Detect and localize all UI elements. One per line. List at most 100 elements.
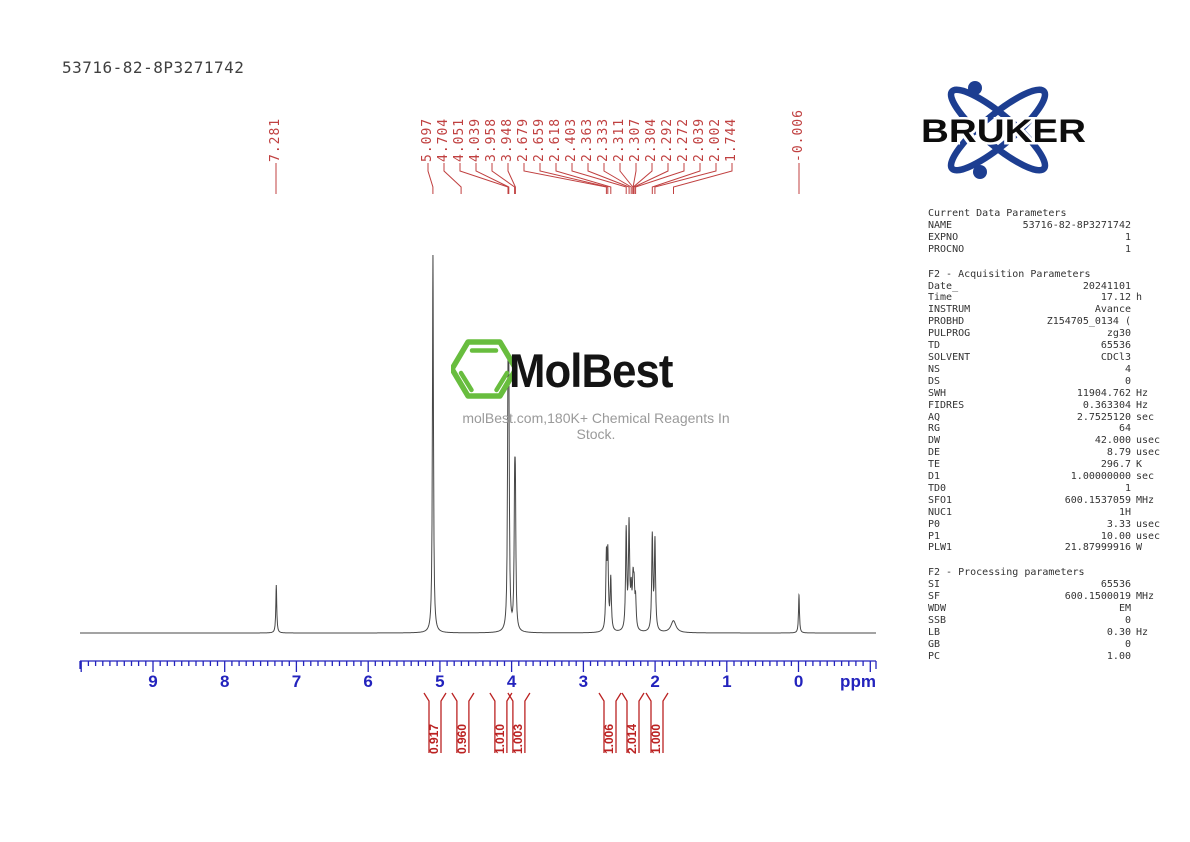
parameter-name: TE bbox=[928, 459, 941, 471]
parameter-value: 1.00 bbox=[1106, 650, 1131, 662]
peak-label: 2.311 bbox=[612, 117, 627, 162]
peak-label: 2.363 bbox=[580, 117, 595, 162]
parameter-name: PROBHD bbox=[928, 316, 965, 328]
parameter-value: 296.7 bbox=[1100, 459, 1131, 471]
peak-label: 4.704 bbox=[436, 117, 451, 162]
x-axis-tick-label: 5 bbox=[435, 672, 445, 691]
peak-label: 2.039 bbox=[692, 117, 707, 162]
parameter-block-header: Current Data Parameters bbox=[928, 208, 1067, 219]
spectrum-curve bbox=[80, 254, 876, 634]
integral-bracket bbox=[507, 692, 531, 753]
peak-label: 2.403 bbox=[564, 117, 579, 162]
parameter-name: Time bbox=[928, 292, 953, 304]
peak-label: 2.618 bbox=[548, 117, 563, 162]
parameter-value: Z154705_0134 ( bbox=[1046, 316, 1131, 328]
bruker-wordmark: BRUKER bbox=[921, 113, 1086, 149]
parameter-name: P0 bbox=[928, 518, 941, 530]
peak-leader-lines bbox=[275, 163, 800, 194]
parameter-value: 600.1537059 bbox=[1064, 494, 1131, 506]
parameter-name: SOLVENT bbox=[928, 351, 971, 363]
parameter-unit: usec bbox=[1136, 530, 1161, 542]
peak-leader-line bbox=[443, 163, 462, 194]
peak-leader-line bbox=[673, 163, 733, 194]
integral-bracket bbox=[451, 692, 475, 753]
parameter-row: RG 64 bbox=[928, 423, 1170, 435]
peak-label: 2.002 bbox=[708, 117, 723, 162]
parameter-name: INSTRUM bbox=[928, 304, 971, 316]
parameter-row: GB 0 bbox=[928, 639, 1170, 651]
x-axis-tick-label: 8 bbox=[219, 672, 230, 691]
x-axis-tick-label: 9 bbox=[148, 672, 158, 691]
peak-label: 4.039 bbox=[468, 117, 483, 162]
parameter-unit bbox=[1131, 639, 1170, 651]
parameter-value: 65536 bbox=[1100, 340, 1131, 352]
x-axis-tick-label: 1 bbox=[722, 672, 732, 691]
parameter-value: 8.79 bbox=[1106, 447, 1131, 459]
parameter-name: PROCNO bbox=[928, 243, 965, 255]
integral-bracket bbox=[598, 692, 622, 753]
bruker-logo: BRUKER bbox=[919, 81, 1089, 179]
integral-value: 1.000 bbox=[649, 723, 664, 754]
parameter-row: NAME 53716-82-8P3271742 bbox=[928, 220, 1170, 232]
parameter-row: DW 42.000 usec bbox=[928, 435, 1170, 447]
parameter-unit bbox=[1131, 483, 1170, 495]
parameter-value: 600.1500019 bbox=[1064, 591, 1131, 603]
parameter-name: DE bbox=[928, 447, 941, 459]
parameter-value: 0 bbox=[1124, 615, 1131, 626]
parameters-panel: Current Data Parameters NAME 53716-82-8P32… bbox=[928, 208, 1170, 676]
parameter-value: zg30 bbox=[1106, 328, 1131, 340]
parameter-value: 20241101 bbox=[1082, 280, 1131, 292]
parameter-value: 2.7525120 bbox=[1076, 411, 1131, 423]
parameter-value: CDCl3 bbox=[1100, 351, 1131, 363]
parameter-value: 17.12 bbox=[1100, 292, 1131, 304]
parameter-block: F2 - Acquisition Parameters Date_ 20241101… bbox=[928, 269, 1170, 555]
peak-label: -0.006 bbox=[791, 109, 806, 162]
integral-value: 1.006 bbox=[602, 723, 617, 754]
bruker-orbit-dot-top bbox=[968, 81, 982, 95]
bruker-orbit-dot-bottom bbox=[973, 165, 987, 179]
molbest-tagline: molBest.com,180K+ Chemical Reagents In S… bbox=[462, 410, 730, 442]
parameter-name: EXPNO bbox=[928, 231, 959, 243]
x-axis-tick-label: 7 bbox=[291, 672, 302, 691]
parameter-unit: usec bbox=[1136, 435, 1161, 447]
molbest-wordmark: MolBest bbox=[509, 344, 673, 397]
parameter-value: 65536 bbox=[1100, 579, 1131, 591]
peak-label: 2.679 bbox=[516, 117, 531, 162]
parameter-block-header: F2 - Acquisition Parameters bbox=[928, 268, 1091, 280]
parameter-row: TD 65536 bbox=[928, 340, 1170, 352]
parameter-row: P1 10.00 usec bbox=[928, 531, 1170, 543]
peak-leader-line bbox=[632, 163, 653, 194]
parameter-unit: MHz bbox=[1136, 494, 1155, 506]
parameter-row: PC 1.00 bbox=[928, 651, 1170, 663]
parameter-name: NAME bbox=[928, 219, 953, 231]
parameter-row: NS 4 bbox=[928, 364, 1170, 376]
peak-label: 2.304 bbox=[644, 117, 659, 162]
parameter-name: GB bbox=[928, 638, 941, 650]
parameter-name: Date_ bbox=[928, 280, 959, 292]
x-axis-tick-label: 6 bbox=[363, 672, 373, 691]
integral-brackets bbox=[423, 692, 669, 753]
parameter-row: TE 296.7 K bbox=[928, 459, 1170, 471]
integral-value: 1.003 bbox=[510, 723, 525, 754]
parameter-name: SSB bbox=[928, 615, 947, 626]
integral-bracket bbox=[621, 692, 645, 753]
parameter-unit bbox=[1131, 304, 1170, 316]
peak-leader-line bbox=[571, 163, 627, 194]
peak-label: 5.097 bbox=[420, 117, 435, 162]
parameter-name: PLW1 bbox=[928, 542, 953, 554]
parameter-value: 1 bbox=[1124, 231, 1131, 243]
peak-leader-line bbox=[654, 163, 717, 194]
peak-leader-line bbox=[523, 163, 607, 194]
parameter-unit bbox=[1131, 244, 1170, 256]
parameter-unit: h bbox=[1136, 292, 1143, 304]
parameter-name: LB bbox=[928, 626, 941, 638]
parameter-block-header: F2 - Processing parameters bbox=[928, 567, 1085, 579]
peak-label: 2.333 bbox=[596, 117, 611, 162]
parameter-row: PLW1 21.87999916 W bbox=[928, 542, 1170, 554]
molbest-hexagon-icon bbox=[451, 339, 517, 399]
parameter-value: 10.00 bbox=[1100, 530, 1131, 542]
peak-leader-line bbox=[427, 163, 434, 194]
parameter-name: TD0 bbox=[928, 482, 947, 494]
parameter-unit bbox=[1131, 423, 1170, 435]
